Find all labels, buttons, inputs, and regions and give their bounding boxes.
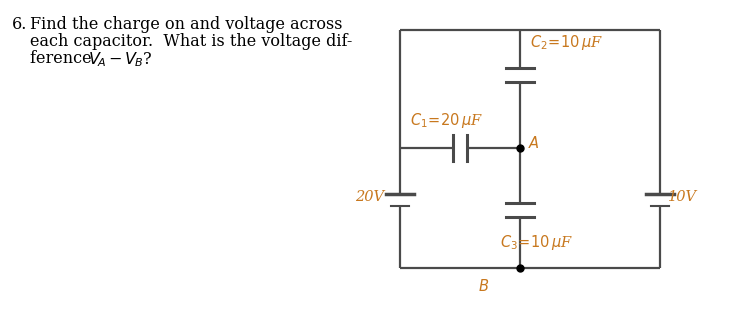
Text: 20V: 20V bbox=[355, 190, 384, 204]
Text: Find the charge on and voltage across: Find the charge on and voltage across bbox=[30, 16, 343, 33]
Text: $B$: $B$ bbox=[478, 278, 489, 294]
Text: $A$: $A$ bbox=[528, 135, 539, 151]
Text: $C_2\!=\!10\,\mu$F: $C_2\!=\!10\,\mu$F bbox=[530, 34, 603, 53]
Text: $C_1\!=\!20\,\mu$F: $C_1\!=\!20\,\mu$F bbox=[410, 110, 483, 129]
Text: ference: ference bbox=[30, 50, 97, 67]
Text: $C_3\!=\!10\,\mu$F: $C_3\!=\!10\,\mu$F bbox=[500, 233, 574, 252]
Text: each capacitor.  What is the voltage dif-: each capacitor. What is the voltage dif- bbox=[30, 33, 352, 50]
Text: $V_{\!A} - V_{\!B}$?: $V_{\!A} - V_{\!B}$? bbox=[88, 50, 152, 69]
Text: 6.: 6. bbox=[12, 16, 27, 33]
Text: 10V: 10V bbox=[668, 190, 697, 204]
